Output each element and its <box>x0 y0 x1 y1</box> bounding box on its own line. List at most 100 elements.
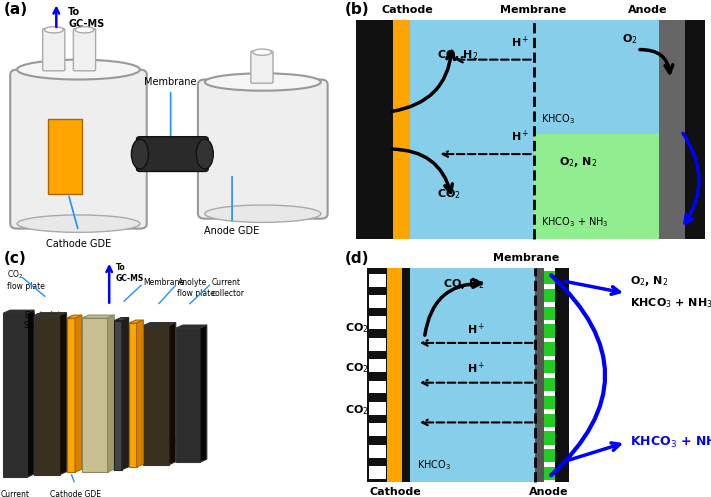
FancyBboxPatch shape <box>198 80 328 219</box>
Text: O$_2$, N$_2$: O$_2$, N$_2$ <box>630 274 668 288</box>
Bar <box>369 466 385 479</box>
FancyArrowPatch shape <box>425 279 481 335</box>
Text: (c): (c) <box>4 251 26 266</box>
FancyBboxPatch shape <box>43 28 65 71</box>
Polygon shape <box>82 315 114 318</box>
Text: H$^+$: H$^+$ <box>467 361 486 377</box>
Polygon shape <box>34 313 67 316</box>
Text: KHCO$_3$ + NH$_3$: KHCO$_3$ + NH$_3$ <box>541 215 609 229</box>
Bar <box>369 402 385 415</box>
Bar <box>369 317 385 330</box>
Bar <box>543 431 555 445</box>
Bar <box>543 307 555 320</box>
Bar <box>114 321 122 470</box>
Ellipse shape <box>252 49 272 55</box>
Text: Anode: Anode <box>629 5 668 15</box>
Bar <box>387 268 402 482</box>
Bar <box>543 360 555 373</box>
Bar <box>685 20 705 239</box>
Text: KHCO$_3$ + NH$_3$: KHCO$_3$ + NH$_3$ <box>630 435 711 450</box>
Text: KHCO$_3$: KHCO$_3$ <box>541 112 575 126</box>
Bar <box>129 323 137 467</box>
FancyArrowPatch shape <box>683 133 699 223</box>
Text: CO, H$_2$: CO, H$_2$ <box>443 277 484 291</box>
Text: Cathode GDE: Cathode GDE <box>50 490 100 497</box>
FancyArrowPatch shape <box>392 149 452 192</box>
Text: Cathode GDE: Cathode GDE <box>46 239 111 248</box>
FancyArrowPatch shape <box>640 50 673 73</box>
Bar <box>535 268 543 482</box>
Text: Membrane: Membrane <box>493 253 560 263</box>
Text: Anode
GDE: Anode GDE <box>529 487 569 497</box>
Text: O$_2$, N$_2$: O$_2$, N$_2$ <box>559 155 597 168</box>
Text: KHCO$_3$ + NH$_3$: KHCO$_3$ + NH$_3$ <box>630 296 711 310</box>
Text: CO$_2$: CO$_2$ <box>437 187 461 201</box>
Text: Membrane: Membrane <box>144 77 197 136</box>
Bar <box>369 423 385 436</box>
Polygon shape <box>4 310 34 313</box>
Bar <box>543 396 555 409</box>
Polygon shape <box>114 318 129 321</box>
Polygon shape <box>144 323 176 326</box>
Ellipse shape <box>17 60 140 80</box>
Polygon shape <box>27 310 34 477</box>
Text: Membrane: Membrane <box>144 278 184 287</box>
Polygon shape <box>67 315 82 318</box>
Bar <box>533 20 659 134</box>
Text: Anode GDE: Anode GDE <box>205 177 260 236</box>
Text: Cathode: Cathode <box>382 5 434 15</box>
Bar <box>543 325 555 338</box>
Ellipse shape <box>196 139 213 169</box>
Ellipse shape <box>45 27 63 33</box>
Text: Anolyte
flow plate: Anolyte flow plate <box>178 278 215 298</box>
Bar <box>4 313 27 477</box>
Polygon shape <box>107 315 114 472</box>
Bar <box>369 338 385 351</box>
FancyArrowPatch shape <box>392 51 454 111</box>
Bar <box>176 328 200 462</box>
Text: (b): (b) <box>345 2 370 17</box>
Polygon shape <box>75 315 82 472</box>
Bar <box>659 20 685 239</box>
Text: Electrolyte
Spacer: Electrolyte Spacer <box>24 311 65 330</box>
FancyBboxPatch shape <box>10 70 146 229</box>
Ellipse shape <box>132 139 149 169</box>
Text: H$^+$: H$^+$ <box>511 34 530 50</box>
Text: H$^+$: H$^+$ <box>467 322 486 337</box>
Bar <box>67 318 75 472</box>
Bar <box>543 289 555 302</box>
FancyArrowPatch shape <box>565 281 619 294</box>
Bar <box>82 318 107 472</box>
Text: To
GC-MS: To GC-MS <box>68 7 105 29</box>
Ellipse shape <box>205 73 321 90</box>
Bar <box>393 20 410 239</box>
Bar <box>543 467 555 480</box>
Text: Membrane: Membrane <box>501 5 567 15</box>
Bar <box>367 268 387 482</box>
Bar <box>34 316 60 475</box>
Text: CO$_2$: CO$_2$ <box>345 361 369 375</box>
Ellipse shape <box>75 27 94 33</box>
FancyBboxPatch shape <box>73 28 95 71</box>
Bar <box>356 20 393 239</box>
Text: KHCO$_3$: KHCO$_3$ <box>417 458 451 472</box>
Polygon shape <box>137 320 144 467</box>
Bar <box>369 274 385 287</box>
FancyArrowPatch shape <box>565 443 619 461</box>
Text: H$^+$: H$^+$ <box>511 129 530 144</box>
Text: CO$_2$: CO$_2$ <box>345 321 369 335</box>
Text: (a): (a) <box>4 2 28 17</box>
Polygon shape <box>60 313 67 475</box>
Bar <box>555 268 569 482</box>
Bar <box>410 268 535 482</box>
Bar <box>543 449 555 463</box>
Bar <box>543 342 555 356</box>
FancyArrowPatch shape <box>551 275 605 475</box>
Bar <box>369 445 385 458</box>
FancyBboxPatch shape <box>137 137 208 171</box>
Polygon shape <box>129 320 144 323</box>
Text: (d): (d) <box>345 251 370 266</box>
Polygon shape <box>122 318 129 470</box>
Text: To
GC-MS: To GC-MS <box>116 263 144 283</box>
Bar <box>48 119 82 194</box>
